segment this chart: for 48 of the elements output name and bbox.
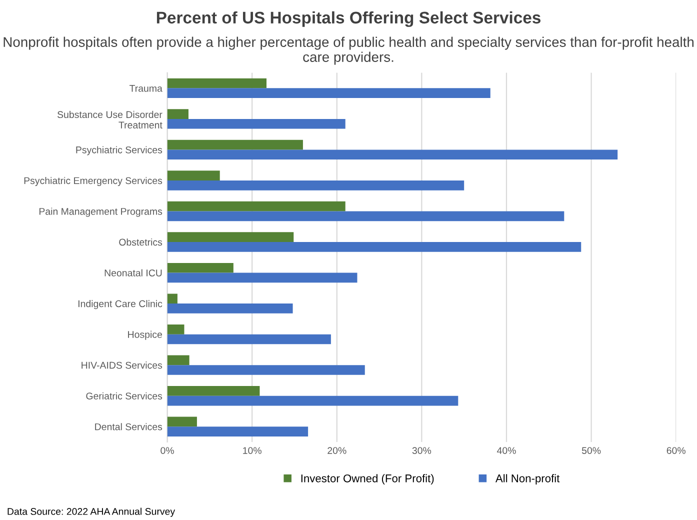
chart-title: Percent of US Hospitals Offering Select Services [156, 11, 540, 27]
bar [167, 118, 346, 129]
bar [167, 396, 458, 406]
bar [167, 294, 178, 304]
source-note: Data Source: 2022 AHA Annual Survey [8, 508, 176, 517]
bar [167, 242, 582, 252]
y-tick-label: Substance Use Disorder Treatment [57, 110, 162, 129]
y-tick-label: Geriatric Services [86, 392, 162, 400]
y-tick-label: HIV-AIDS Services [82, 362, 162, 369]
bar [167, 180, 464, 190]
bar [167, 262, 234, 273]
bar [167, 211, 564, 222]
bar [167, 426, 308, 436]
y-tick-label: Trauma [130, 85, 162, 92]
y-tick-label: Hospice [128, 330, 162, 340]
y-tick-label: Neonatal ICU [104, 269, 162, 276]
bar [167, 334, 331, 344]
y-tick-label: Indigent Care Clinic [78, 300, 162, 310]
bar [167, 232, 294, 242]
bar [167, 304, 293, 314]
bar [167, 88, 490, 98]
y-tick-label: Psychiatric Emergency Services [24, 176, 162, 186]
y-tick-label: Pain Management Programs [39, 208, 162, 217]
bar [167, 140, 303, 150]
bar [167, 355, 190, 366]
bar [167, 201, 346, 212]
chart-subtitle: Nonprofit hospitals often provide a higher percentage of public health and specialty services than for-profit health care providers. [4, 36, 694, 65]
bar [167, 386, 260, 396]
x-tick-label: 30% [412, 447, 432, 454]
bar [167, 170, 220, 180]
legend-label: Investor Owned (For Profit) [301, 474, 434, 485]
bar [167, 150, 618, 160]
bar [167, 365, 365, 375]
x-tick-label: 10% [243, 447, 262, 454]
x-tick-label: 50% [582, 447, 601, 454]
bar [167, 416, 197, 427]
x-tick-label: 40% [496, 447, 516, 454]
x-tick-label: 60% [666, 447, 686, 454]
x-tick-label: 20% [328, 447, 346, 454]
x-tick-label: 0% [160, 447, 174, 454]
bar [167, 272, 358, 283]
y-tick-label: Psychiatric Services [76, 146, 162, 156]
bar [167, 324, 184, 334]
legend-label: All Non-profit [495, 474, 560, 485]
bar [167, 78, 266, 88]
y-tick-label: Obstetrics [119, 238, 162, 246]
bar [167, 109, 188, 119]
y-tick-label: Dental Services [95, 423, 162, 430]
